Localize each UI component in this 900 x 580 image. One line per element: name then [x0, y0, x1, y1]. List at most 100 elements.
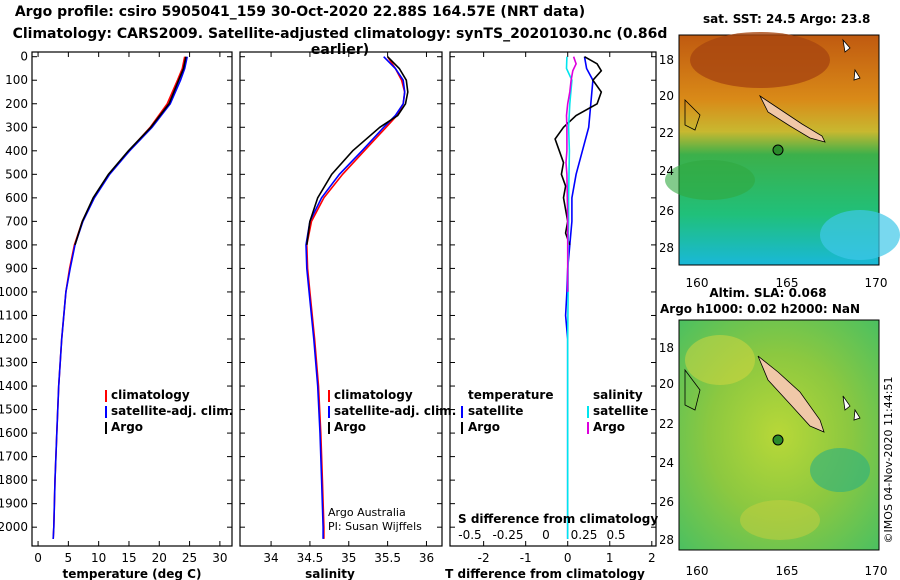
- x-tick-label: 15: [121, 551, 136, 565]
- depth-tick-label: 1200: [0, 332, 28, 346]
- map-ytick: -28: [660, 241, 674, 255]
- depth-tick-label: 1500: [0, 403, 28, 417]
- map-xtick: 170: [865, 276, 888, 290]
- x-tick-label: 34.5: [297, 551, 324, 565]
- legend-temperature-title: temperature: [468, 388, 553, 402]
- legend-climatology: climatology: [111, 388, 190, 402]
- x-tick-label: 0: [34, 551, 42, 565]
- salinity-panel: 34 34.5 35 35.5 36: [263, 52, 434, 565]
- map-ytick: -22: [660, 126, 674, 140]
- map-xtick: 170: [865, 564, 888, 578]
- depth-tick-label: 1300: [0, 356, 28, 370]
- x-tick-label: -1: [520, 551, 532, 565]
- sst-map-label: sat. SST: 24.5 Argo: 23.8: [703, 12, 871, 26]
- salinity-panel-frame: [239, 51, 443, 547]
- map-ytick: -24: [660, 456, 674, 470]
- temperature-panel: 0 5 10 15 20 25 30: [34, 52, 228, 565]
- depth-tick-label: 800: [5, 238, 28, 252]
- series-line-s-argo: [565, 56, 577, 292]
- legend-argo: Argo: [334, 420, 366, 434]
- depth-tick-label: 400: [5, 144, 28, 158]
- map-ytick: -22: [660, 417, 674, 431]
- plot-title-line1: Argo profile: csiro 5905041_159 30-Oct-2…: [14, 4, 586, 20]
- sla-map: -18 -20 -22 -24 -26 -28 160 165 170: [660, 319, 888, 578]
- series-line-s-satellite: [565, 56, 573, 539]
- legend-t-satellite: satellite: [468, 404, 523, 418]
- map-ytick: -26: [660, 204, 674, 218]
- map-ytick: -20: [660, 89, 674, 103]
- legend-satellite-adj: satellite-adj. clim.: [111, 404, 233, 418]
- x-tick-label: 20: [152, 551, 167, 565]
- series-line-satellite-adj.-clim.: [52, 56, 188, 539]
- salinity-xlabel: salinity: [305, 567, 355, 580]
- depth-tick-label: 100: [5, 73, 28, 87]
- profile-plots: 0100200300400500600700800900100011001200…: [0, 50, 658, 580]
- plot-title-line2: Climatology: CARS2009. Satellite-adjuste…: [12, 26, 668, 58]
- map-ytick: -24: [660, 164, 674, 178]
- series-line-argo: [74, 56, 187, 246]
- legend-s-satellite: satellite: [593, 404, 648, 418]
- temperature-legend: climatology satellite-adj. clim. Argo: [105, 388, 233, 434]
- depth-tick-label: 700: [5, 214, 28, 228]
- legend-argo: Argo: [111, 420, 143, 434]
- map-ytick: -18: [660, 53, 674, 67]
- depth-tick-label: 0: [20, 50, 28, 64]
- x-tick-label: 36: [419, 551, 434, 565]
- maps: -18 -20 -22 -24 -26 -28 160 165 170 Alti…: [660, 32, 900, 578]
- depth-tick-label: 600: [5, 191, 28, 205]
- sst-map: -18 -20 -22 -24 -26 -28 160 165 170: [660, 32, 900, 290]
- new-caledonia-island: [758, 94, 826, 143]
- legend-s-argo: Argo: [593, 420, 625, 434]
- difference-legend: temperature satellite Argo salinity sate…: [458, 388, 658, 542]
- s-tick-label: 0.5: [606, 528, 625, 542]
- temperature-panel-frame: [31, 51, 233, 547]
- s-tick-label: 0.25: [571, 528, 598, 542]
- x-tick-label: 30: [212, 551, 227, 565]
- difference-xlabel: T difference from climatology: [445, 567, 645, 580]
- x-tick-label: 2: [648, 551, 656, 565]
- map-xtick: 160: [686, 276, 709, 290]
- difference-panel-frame: [449, 51, 657, 547]
- x-tick-label: 10: [91, 551, 106, 565]
- depth-tick-label: 500: [5, 167, 28, 181]
- x-tick-label: 5: [65, 551, 73, 565]
- s-tick-label: -0.25: [492, 528, 523, 542]
- depth-tick-label: 300: [5, 120, 28, 134]
- depth-tick-label: 1400: [0, 379, 28, 393]
- series-line-climatology: [52, 56, 186, 539]
- series-line-argo: [306, 56, 409, 246]
- legend-climatology: climatology: [334, 388, 413, 402]
- map-ytick: -20: [660, 377, 674, 391]
- depth-tick-label: 200: [5, 97, 28, 111]
- depth-tick-label: 1800: [0, 473, 28, 487]
- s-difference-label: S difference from climatology: [458, 512, 658, 526]
- x-tick-label: 34: [263, 551, 278, 565]
- temperature-xlabel: temperature (deg C): [63, 567, 202, 580]
- x-tick-label: 35.5: [374, 551, 401, 565]
- map-xtick: 165: [776, 276, 799, 290]
- s-tick-label: 0: [542, 528, 550, 542]
- difference-panel: -2 -1 0 1 2: [478, 52, 656, 565]
- map-xtick: 165: [776, 564, 799, 578]
- x-tick-label: 35: [341, 551, 356, 565]
- map-ytick: -28: [660, 533, 674, 547]
- series-line-satellite-adj.-clim.: [305, 56, 406, 539]
- argo-location-marker: [772, 144, 784, 156]
- depth-tick-label: 1900: [0, 497, 28, 511]
- salinity-legend: climatology satellite-adj. clim. Argo Ar…: [328, 388, 456, 533]
- h1000-map-label: Argo h1000: 0.02 h2000: NaN: [660, 302, 860, 316]
- credit-text: ©IMOS 04-Nov-2020 11:44:51: [882, 377, 895, 544]
- map-ytick: -18: [660, 341, 674, 355]
- annotation-argo-australia: Argo Australia: [328, 506, 406, 519]
- s-tick-label: -0.5: [458, 528, 481, 542]
- x-tick-label: 1: [606, 551, 614, 565]
- legend-salinity-title: salinity: [593, 388, 643, 402]
- x-tick-label: -2: [478, 551, 490, 565]
- depth-tick-label: 900: [5, 261, 28, 275]
- depth-tick-label: 2000: [0, 520, 28, 534]
- sla-map-label: Altim. SLA: 0.068: [709, 286, 826, 300]
- x-tick-label: 0: [564, 551, 572, 565]
- legend-satellite-adj: satellite-adj. clim.: [334, 404, 456, 418]
- depth-tick-label: 1600: [0, 426, 28, 440]
- annotation-pi: PI: Susan Wijffels: [328, 520, 422, 533]
